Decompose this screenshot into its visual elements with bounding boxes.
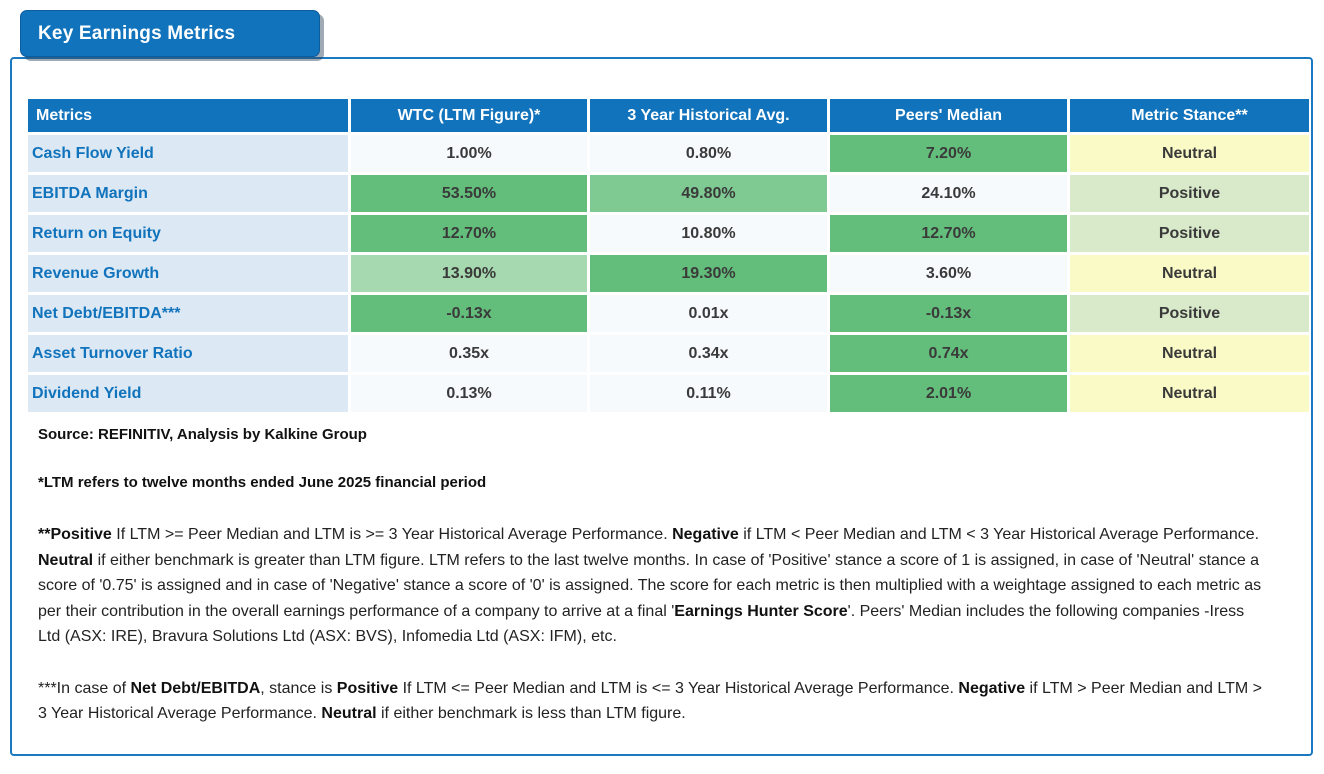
cell-wtc: 12.70% (351, 215, 587, 252)
metric-label: EBITDA Margin (28, 175, 348, 212)
cell-wtc: 13.90% (351, 255, 587, 292)
table-row: Dividend Yield 0.13% 0.11% 2.01% Neutral (28, 375, 1309, 412)
cell-hist: 0.80% (590, 135, 827, 172)
metric-label: Revenue Growth (28, 255, 348, 292)
table-row: Net Debt/EBITDA*** -0.13x 0.01x -0.13x Posit… (28, 295, 1309, 332)
table-row: Cash Flow Yield 1.00% 0.80% 7.20% Neutral (28, 135, 1309, 172)
cell-peers: 2.01% (830, 375, 1067, 412)
table-row: Asset Turnover Ratio 0.35x 0.34x 0.74x Neutr… (28, 335, 1309, 372)
cell-stance: Positive (1070, 295, 1309, 332)
cell-wtc: 53.50% (351, 175, 587, 212)
cell-stance: Neutral (1070, 255, 1309, 292)
metric-label: Return on Equity (28, 215, 348, 252)
cell-peers: 24.10% (830, 175, 1067, 212)
cell-stance: Neutral (1070, 335, 1309, 372)
table-row: Revenue Growth 13.90% 19.30% 3.60% Neutral (28, 255, 1309, 292)
column-header-3: Peers' Median (830, 99, 1067, 132)
metric-label: Asset Turnover Ratio (28, 335, 348, 372)
cell-peers: 12.70% (830, 215, 1067, 252)
table-row: EBITDA Margin 53.50% 49.80% 24.10% Positive (28, 175, 1309, 212)
column-header-4: Metric Stance** (1070, 99, 1309, 132)
cell-wtc: -0.13x (351, 295, 587, 332)
table-row: Return on Equity 12.70% 10.80% 12.70% Positi… (28, 215, 1309, 252)
column-header-0: Metrics (28, 99, 348, 132)
cell-peers: 0.74x (830, 335, 1067, 372)
metric-label: Net Debt/EBITDA*** (28, 295, 348, 332)
cell-hist: 19.30% (590, 255, 827, 292)
ltm-note: *LTM refers to twelve months ended June … (38, 474, 487, 491)
cell-peers: 7.20% (830, 135, 1067, 172)
cell-hist: 10.80% (590, 215, 827, 252)
column-header-1: WTC (LTM Figure)* (351, 99, 587, 132)
cell-hist: 0.34x (590, 335, 827, 372)
footnotes: Source: REFINITIV, Analysis by Kalkine G… (38, 426, 1265, 727)
cell-stance: Neutral (1070, 375, 1309, 412)
stance-definition-note: **Positive If LTM >= Peer Median and LTM… (38, 526, 1262, 645)
net-debt-definition-note: ***In case of Net Debt/EBITDA, stance is… (38, 679, 1262, 723)
page-title: Key Earnings Metrics (38, 22, 236, 44)
metrics-table-body: Cash Flow Yield 1.00% 0.80% 7.20% Neutral EBI… (28, 135, 1309, 412)
cell-wtc: 1.00% (351, 135, 587, 172)
cell-peers: -0.13x (830, 295, 1067, 332)
metrics-table-header: Metrics WTC (LTM Figure)* 3 Year Historica… (28, 99, 1309, 132)
source-note: Source: REFINITIV, Analysis by Kalkine G… (38, 426, 367, 443)
cell-wtc: 0.35x (351, 335, 587, 372)
metric-label: Dividend Yield (28, 375, 348, 412)
cell-stance: Positive (1070, 215, 1309, 252)
metrics-table: Metrics WTC (LTM Figure)* 3 Year Historica… (25, 96, 1312, 415)
cell-stance: Neutral (1070, 135, 1309, 172)
cell-stance: Positive (1070, 175, 1309, 212)
cell-hist: 0.11% (590, 375, 827, 412)
cell-wtc: 0.13% (351, 375, 587, 412)
cell-hist: 49.80% (590, 175, 827, 212)
report-panel: Metrics WTC (LTM Figure)* 3 Year Historica… (10, 57, 1313, 756)
section-title-tab: Key Earnings Metrics (20, 10, 320, 57)
column-header-2: 3 Year Historical Avg. (590, 99, 827, 132)
cell-hist: 0.01x (590, 295, 827, 332)
metric-label: Cash Flow Yield (28, 135, 348, 172)
cell-peers: 3.60% (830, 255, 1067, 292)
